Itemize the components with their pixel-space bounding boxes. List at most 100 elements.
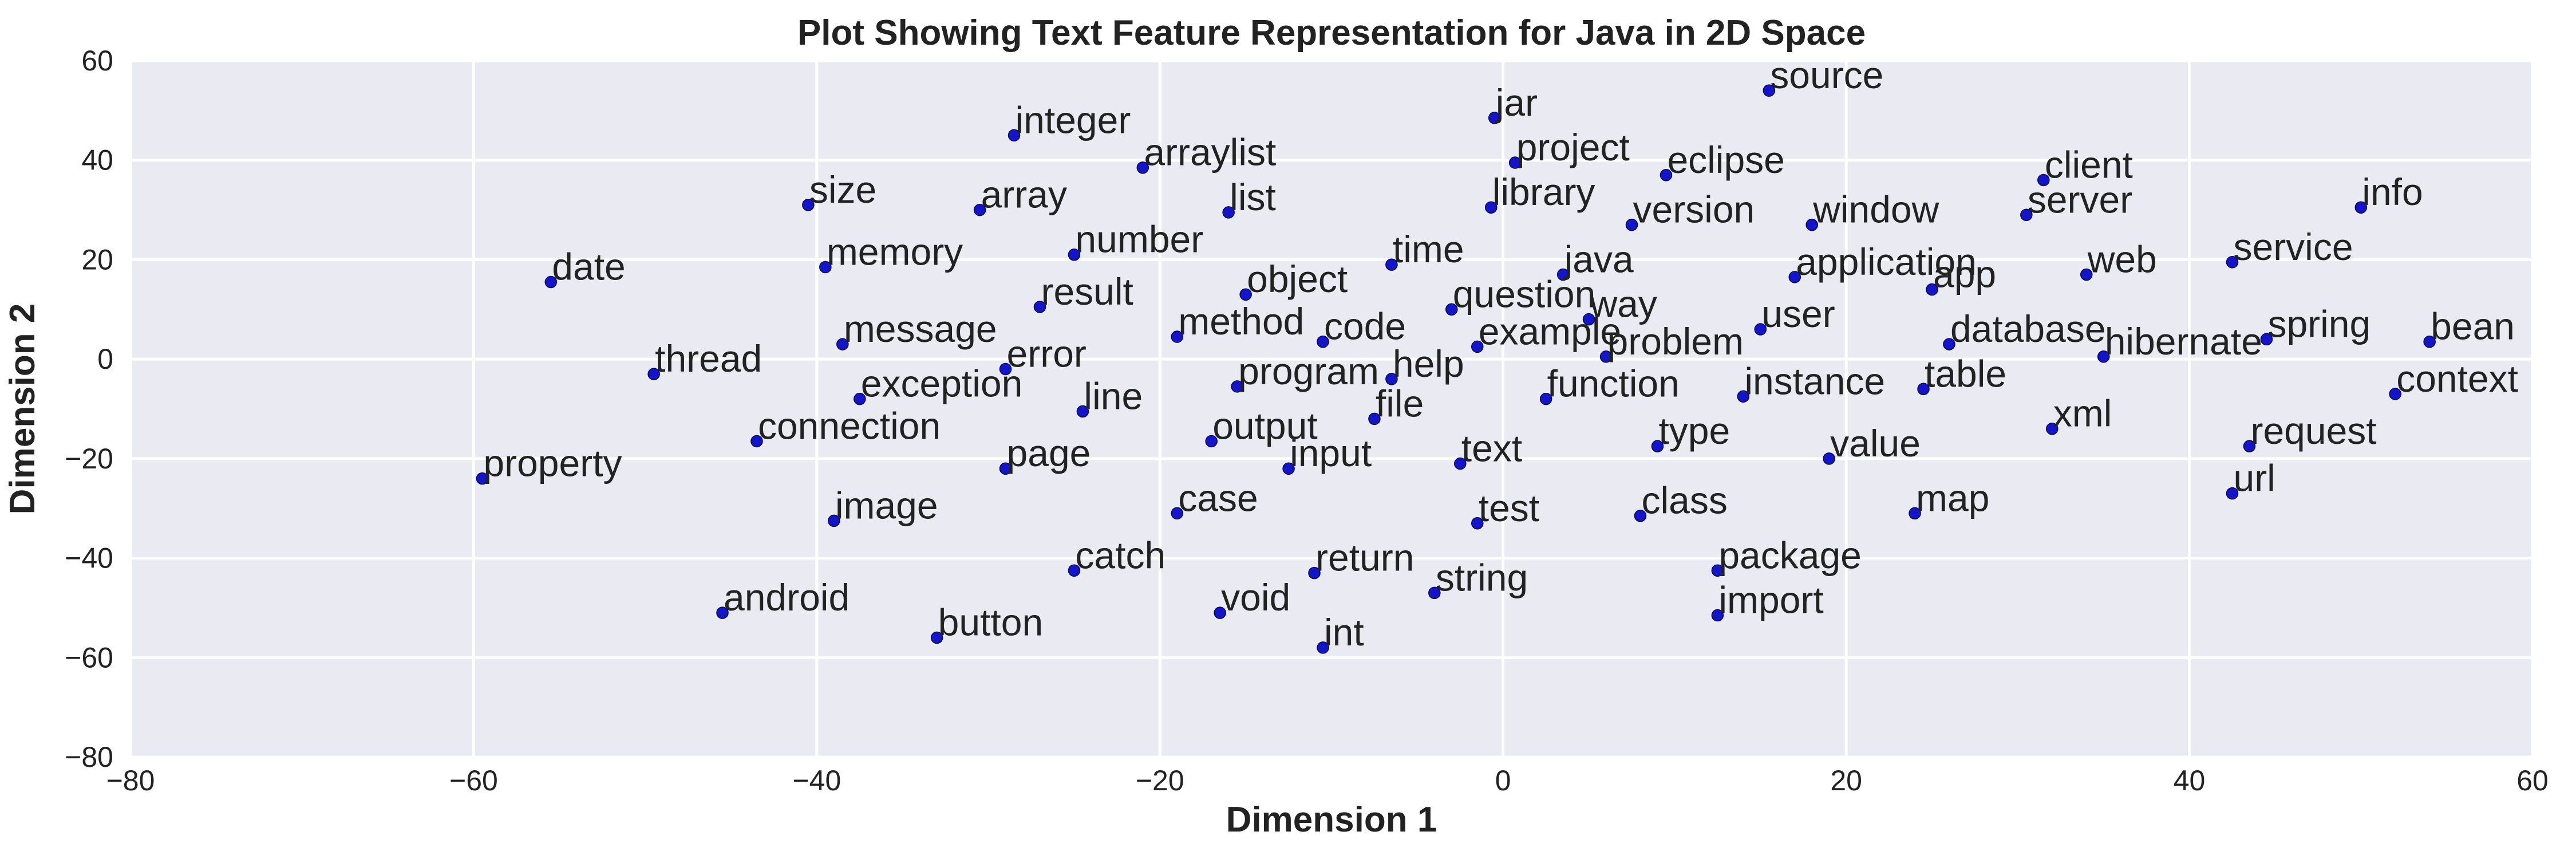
point-label: catch (1075, 534, 1165, 576)
point-marker (750, 435, 763, 448)
data-point-array: array (973, 174, 1067, 216)
y-tick-labels: −80 −60 −40 −20 0 20 40 60 (65, 45, 113, 773)
point-label: map (1916, 476, 1989, 519)
point-marker (1317, 335, 1329, 348)
point-marker (1222, 206, 1235, 219)
point-marker (1471, 340, 1484, 353)
data-point-value: value (1823, 422, 1921, 465)
x-tick-label: −60 (449, 765, 498, 797)
data-point-bean: bean (2423, 305, 2515, 348)
point-label: web (2087, 238, 2157, 280)
data-point-project: project (1508, 126, 1630, 169)
point-marker (2020, 208, 2033, 222)
data-point-exception: exception (854, 362, 1023, 405)
point-label: help (1393, 342, 1464, 385)
point-label: request (2250, 409, 2376, 452)
point-label: spring (2267, 302, 2370, 345)
point-label: array (981, 174, 1067, 216)
data-point-function: function (1539, 362, 1680, 405)
data-point-database: database (1943, 308, 2106, 350)
point-marker (973, 203, 986, 216)
data-point-property: property (476, 442, 622, 485)
point-marker (1711, 609, 1724, 622)
data-point-class: class (1634, 479, 1728, 522)
point-marker (2226, 487, 2239, 500)
data-point-connection: connection (750, 404, 941, 448)
point-marker (1926, 283, 1938, 296)
data-point-integer: integer (1008, 98, 1131, 142)
point-label: error (1007, 333, 1086, 375)
point-marker (1231, 380, 1243, 393)
x-tick-label: 60 (2516, 765, 2549, 797)
point-marker (1428, 586, 1441, 600)
point-marker (999, 362, 1012, 376)
x-tick-label: 20 (1830, 765, 1862, 797)
data-point-int: int (1317, 611, 1364, 654)
point-label: table (1925, 352, 2006, 395)
y-tick-label: 60 (81, 45, 113, 77)
point-label: class (1641, 479, 1727, 522)
point-label: version (1633, 188, 1755, 231)
point-marker (1214, 606, 1226, 619)
point-marker (999, 462, 1012, 475)
point-label: method (1178, 300, 1304, 342)
data-point-page: page (999, 432, 1091, 475)
data-point-request: request (2243, 409, 2377, 452)
data-point-arraylist: arraylist (1136, 131, 1276, 174)
data-point-service: service (2226, 226, 2353, 269)
point-label: window (1812, 188, 1939, 231)
data-point-thread: thread (647, 337, 762, 380)
data-point-package: package (1711, 534, 1862, 577)
point-marker (1385, 373, 1398, 385)
data-point-type: type (1651, 409, 1730, 452)
data-point-size: size (802, 168, 876, 211)
point-label: input (1290, 432, 1372, 474)
point-marker (1625, 218, 1638, 231)
point-marker (1076, 405, 1089, 418)
data-point-table: table (1917, 352, 2006, 396)
data-point-java: java (1556, 238, 1634, 281)
point-label: output (1212, 404, 1318, 447)
data-point-text: text (1454, 427, 1522, 470)
point-marker (1484, 201, 1498, 214)
data-point-line: line (1076, 375, 1143, 418)
data-point-import: import (1711, 578, 1824, 622)
point-label: database (1950, 308, 2106, 350)
data-point-spring: spring (2260, 302, 2370, 346)
point-label: bean (2431, 305, 2515, 348)
point-label: size (809, 168, 876, 211)
data-point-web: web (2080, 238, 2157, 281)
point-label: button (938, 601, 1044, 644)
point-marker (1539, 392, 1552, 405)
point-marker (476, 472, 489, 485)
data-point-jar: jar (1488, 81, 1538, 124)
point-label: case (1178, 476, 1258, 519)
point-marker (1033, 301, 1046, 313)
point-marker (2037, 174, 2050, 187)
data-point-user: user (1754, 293, 1835, 336)
point-label: return (1315, 537, 1414, 579)
point-label: message (844, 308, 997, 350)
point-marker (1599, 350, 1613, 363)
data-point-application: application (1788, 241, 1977, 283)
data-point-info: info (2354, 171, 2423, 214)
data-point-hibernate: hibernate (2097, 320, 2262, 363)
point-label: void (1221, 576, 1290, 618)
data-point-output: output (1205, 404, 1318, 448)
point-label: user (1761, 293, 1835, 335)
data-point-list: list (1222, 176, 1276, 219)
data-point-xml: xml (2046, 392, 2112, 435)
point-label: exception (861, 362, 1023, 405)
point-marker (1508, 156, 1522, 169)
point-label: date (552, 246, 625, 288)
point-label: package (1718, 534, 1862, 576)
data-point-file: file (1368, 382, 1424, 425)
point-label: service (2234, 226, 2353, 268)
y-tick-label: 20 (81, 243, 113, 275)
point-marker (1943, 338, 1955, 350)
data-point-button: button (930, 601, 1044, 644)
data-point-object: object (1239, 258, 1348, 301)
point-label: thread (655, 337, 762, 380)
point-label: connection (758, 404, 941, 447)
